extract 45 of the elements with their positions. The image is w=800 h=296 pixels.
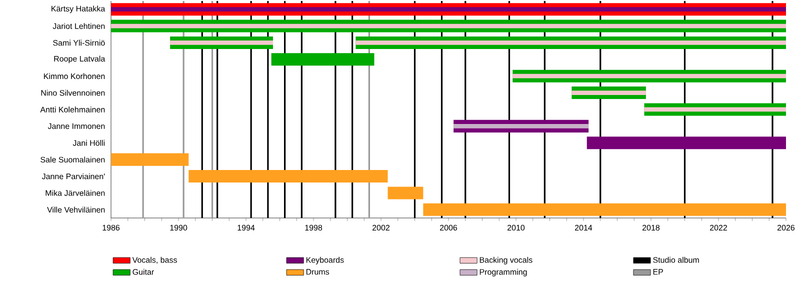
x-tick-label: 1986 [102,224,120,231]
bar [356,40,786,45]
bar [423,203,786,216]
bar [454,124,589,128]
bar [271,53,374,66]
y-tick-label: Jariot Lehtinen [52,23,105,29]
y-tick-label: Jani Hölli [72,140,105,146]
legend-label: Guitar [132,268,154,275]
bar [188,170,388,183]
legend-label: Keyboards [306,256,344,264]
bar [586,136,786,150]
x-tick-label: 1998 [305,224,322,231]
bar [111,153,189,166]
legend-label: Studio album [653,256,699,263]
y-tick-label: Kimmo Korhonen [44,73,105,80]
y-tick-label: Ville Vehviläinen [47,206,105,213]
x-tick-label: 2006 [440,224,458,231]
legend-label: EP [653,269,663,275]
x-tick-label: 2002 [372,224,390,231]
x-tick-label: 2010 [508,224,525,231]
y-tick-label: Kärtsy Hatakka [52,6,106,14]
y-tick-label: Janne Immonen [48,123,105,129]
bar [111,24,786,28]
legend-label: Drums [306,269,330,275]
y-tick-label: Janne Parviainen' [42,173,105,180]
y-tick-label: Mika Järveläinen [46,190,105,196]
y-tick-label: Nino Silvennoinen [41,90,105,96]
bar [572,90,646,95]
y-tick-label: Sami Yli-Sirniö [53,40,105,46]
x-tick-label: 1994 [238,224,255,231]
bar [644,107,786,112]
x-tick-label: 2018 [642,224,660,231]
y-tick-label: Roope Latvala [54,56,106,64]
x-tick-label: 2014 [575,224,592,231]
y-tick-label: Sale Suomalainen [40,156,105,163]
x-tick-label: 2026 [778,224,795,231]
legend-label: Backing vocals [480,256,532,264]
bar [512,74,786,78]
bar [388,186,424,200]
legend-label: Programming [480,268,527,276]
y-tick-label: Antti Kolehmainen [40,106,105,112]
legend-label: Vocals, bass [132,256,177,264]
x-tick-label: 2022 [710,224,727,231]
bar [170,40,274,45]
x-tick-label: 1990 [170,224,188,231]
